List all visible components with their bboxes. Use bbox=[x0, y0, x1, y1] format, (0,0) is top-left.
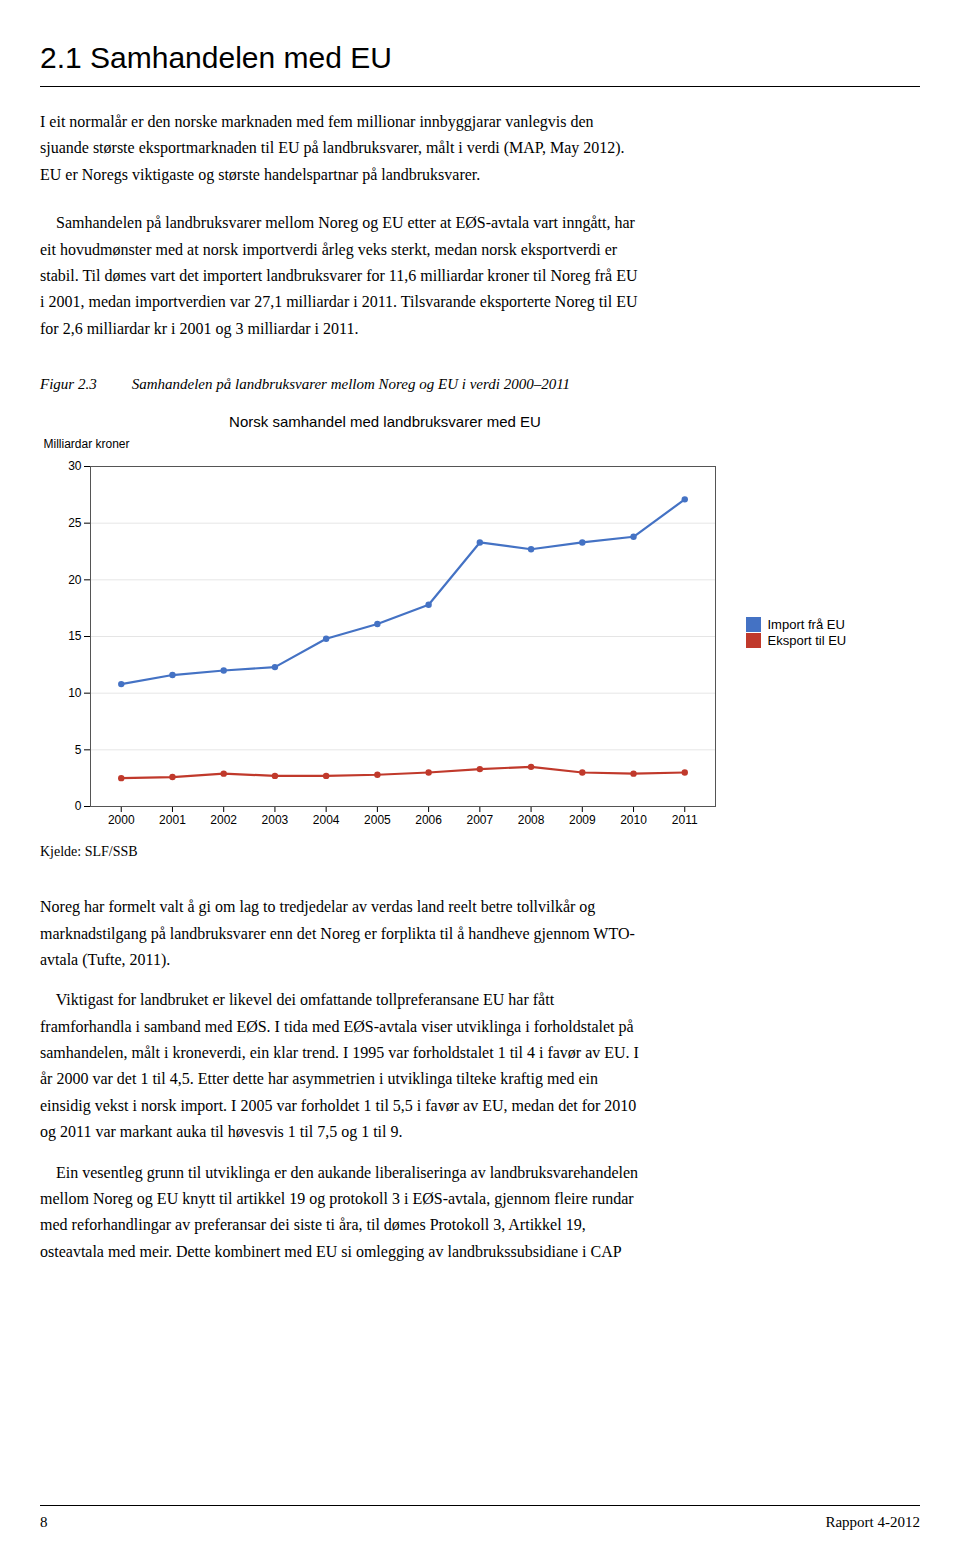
svg-text:2002: 2002 bbox=[210, 813, 237, 827]
html-text:Noreg har formelt valt å gi om: Noreg har formelt valt å gi om lag to tr… bbox=[40, 898, 635, 968]
html-text:Eksport til EU: Eksport til EU bbox=[767, 632, 847, 648]
svg-text:2008: 2008 bbox=[518, 813, 545, 827]
svg-text:0: 0 bbox=[75, 799, 82, 813]
svg-text:2004: 2004 bbox=[313, 813, 340, 827]
svg-text:2001: 2001 bbox=[159, 813, 186, 827]
svg-text:5: 5 bbox=[75, 743, 82, 757]
svg-text:15: 15 bbox=[68, 629, 82, 643]
svg-text:2003: 2003 bbox=[262, 813, 289, 827]
svg-text:20: 20 bbox=[68, 573, 82, 587]
svg-text:2000: 2000 bbox=[108, 813, 135, 827]
svg-text:2006: 2006 bbox=[415, 813, 442, 827]
svg-text:2010: 2010 bbox=[620, 813, 647, 827]
html-text:2.1 Samhandelen med EU: 2.1 Samhandelen med EU bbox=[40, 41, 392, 74]
html-text:8: 8 bbox=[40, 1514, 48, 1530]
html-text:Import frå EU: Import frå EU bbox=[767, 616, 845, 632]
html-text:Norsk samhandel med landbruksv: Norsk samhandel med landbruksvarer med E… bbox=[229, 413, 541, 431]
html-text:Ein vesentleg grunn til utvikl: Ein vesentleg grunn til utviklinga er de… bbox=[40, 1163, 638, 1260]
svg-text:10: 10 bbox=[68, 686, 82, 700]
html-text:Kjelde: SLF/SSB: Kjelde: SLF/SSB bbox=[40, 844, 138, 860]
html-text:Viktigast for landbruket er li: Viktigast for landbruket er likevel dei … bbox=[40, 991, 639, 1141]
svg-text:2005: 2005 bbox=[364, 813, 391, 827]
svg-text:Milliardar kroner: Milliardar kroner bbox=[44, 437, 130, 451]
html-text:Samhandelen på landbruksvarer: Samhandelen på landbruksvarer mellom Nor… bbox=[40, 214, 638, 337]
svg-text:30: 30 bbox=[68, 459, 82, 473]
svg-text:2007: 2007 bbox=[466, 813, 493, 827]
html-text:Figur 2.3: Figur 2.3 bbox=[40, 376, 97, 393]
html-text:Rapport 4-2012: Rapport 4-2012 bbox=[825, 1514, 920, 1530]
html-text:I eit normalår er den norske m: I eit normalår er den norske marknaden m… bbox=[40, 113, 625, 183]
html-text:Samhandelen på landbruksvarer: Samhandelen på landbruksvarer mellom Nor… bbox=[116, 376, 571, 393]
svg-text:2009: 2009 bbox=[569, 813, 596, 827]
svg-text:2011: 2011 bbox=[672, 813, 698, 827]
svg-text:25: 25 bbox=[68, 516, 82, 530]
